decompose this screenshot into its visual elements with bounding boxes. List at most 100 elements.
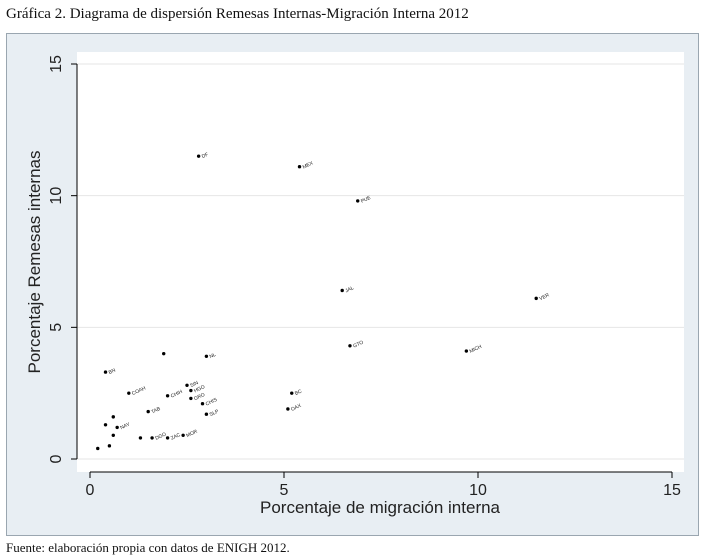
data-point: BC bbox=[290, 388, 303, 397]
point-marker bbox=[204, 354, 209, 358]
point-marker bbox=[297, 165, 302, 169]
x-tick-label: 0 bbox=[86, 482, 95, 499]
y-tick-label: 10 bbox=[48, 187, 65, 205]
data-point: DF bbox=[196, 152, 210, 160]
point-marker bbox=[204, 412, 209, 416]
data-point bbox=[107, 444, 112, 448]
point-marker bbox=[286, 407, 290, 411]
point-marker bbox=[534, 296, 538, 301]
grid-lines bbox=[77, 63, 684, 460]
point-label: COAH bbox=[131, 385, 147, 397]
data-point: SIN bbox=[185, 380, 200, 389]
x-tick-label: 5 bbox=[280, 482, 289, 499]
point-label: SLP bbox=[209, 408, 221, 418]
point-label: GRO bbox=[193, 392, 206, 402]
point-marker bbox=[162, 351, 166, 356]
point-marker bbox=[348, 344, 352, 348]
point-marker bbox=[107, 444, 112, 448]
point-label: NAY bbox=[119, 421, 131, 431]
point-marker bbox=[150, 436, 154, 440]
data-point: DGO bbox=[150, 431, 167, 442]
point-marker bbox=[111, 433, 115, 437]
y-tick-label: 5 bbox=[48, 323, 65, 332]
y-tick-label: 15 bbox=[48, 55, 65, 73]
point-label: DF bbox=[201, 152, 210, 160]
data-point: MEX bbox=[297, 160, 315, 171]
point-marker bbox=[196, 154, 201, 158]
point-label: BC bbox=[294, 388, 303, 397]
data-point: COAH bbox=[127, 385, 147, 397]
point-label: CHIH bbox=[170, 389, 184, 400]
point-marker bbox=[189, 396, 193, 401]
point-marker bbox=[103, 423, 108, 427]
data-point: JAL bbox=[340, 285, 356, 294]
point-marker bbox=[185, 383, 189, 387]
point-marker bbox=[356, 199, 360, 203]
point-marker bbox=[200, 402, 205, 406]
point-marker bbox=[146, 409, 150, 414]
point-label: SIN bbox=[189, 380, 199, 389]
data-point: NAY bbox=[115, 421, 132, 431]
data-point: OAX bbox=[286, 403, 303, 413]
point-label: CHIS bbox=[205, 397, 219, 408]
point-label: GTO bbox=[352, 340, 364, 350]
data-point bbox=[111, 415, 115, 419]
data-point: MICH bbox=[464, 344, 483, 355]
plot-area bbox=[77, 52, 684, 472]
data-points: DF MEX PUE VER JAL GTO MICH NL BN COAH CHIH SINHGOG… bbox=[96, 152, 551, 451]
point-label: BN bbox=[108, 367, 117, 376]
point-marker bbox=[189, 388, 193, 393]
point-marker bbox=[165, 394, 170, 398]
point-marker bbox=[181, 433, 185, 437]
data-point: PUE bbox=[356, 195, 372, 205]
data-point: MOR bbox=[181, 429, 199, 440]
point-marker bbox=[165, 436, 170, 440]
point-label: MICH bbox=[469, 344, 483, 355]
point-marker bbox=[103, 370, 108, 374]
point-label: NL bbox=[209, 352, 218, 360]
point-marker bbox=[127, 391, 131, 395]
point-label: VER bbox=[539, 292, 551, 302]
data-point: ZAC bbox=[165, 432, 182, 442]
data-point: CHIS bbox=[200, 397, 219, 408]
point-marker bbox=[464, 349, 469, 353]
data-point bbox=[96, 446, 100, 451]
point-label: DGO bbox=[154, 431, 167, 441]
point-label: OAX bbox=[290, 403, 303, 413]
data-point bbox=[103, 423, 108, 427]
data-point: VER bbox=[534, 292, 551, 302]
point-label: MOR bbox=[185, 429, 198, 440]
data-point: HGO bbox=[189, 384, 206, 394]
point-label: MEX bbox=[302, 160, 315, 170]
x-tick-label: 15 bbox=[663, 482, 681, 499]
data-point: BN bbox=[103, 367, 117, 376]
tick-labels: 0 5 10 15 0 5 10 15 bbox=[48, 55, 681, 499]
axes bbox=[71, 63, 673, 478]
data-point bbox=[162, 351, 166, 356]
x-axis-title: Porcentaje de migración interna bbox=[260, 498, 501, 517]
data-point bbox=[111, 433, 115, 437]
point-label: PUE bbox=[360, 195, 372, 205]
data-point: NL bbox=[204, 352, 218, 360]
y-axis-title: Porcentaje Remesas internas bbox=[25, 150, 44, 373]
point-label: JAL bbox=[345, 285, 356, 294]
data-point bbox=[138, 436, 143, 440]
point-marker bbox=[138, 436, 143, 440]
point-marker bbox=[111, 415, 115, 419]
data-point: GRO bbox=[189, 392, 206, 402]
point-marker bbox=[115, 425, 119, 430]
point-marker bbox=[96, 446, 100, 451]
point-label: TAB bbox=[151, 406, 163, 416]
data-point: TAB bbox=[146, 406, 163, 416]
point-marker bbox=[340, 288, 344, 293]
point-label: ZAC bbox=[170, 432, 182, 442]
point-label: HGO bbox=[193, 384, 206, 394]
figure-caption: Gráfica 2. Diagrama de dispersión Remesa… bbox=[6, 6, 469, 22]
data-point: SLP bbox=[204, 408, 221, 418]
source-note: Fuente: elaboración propia con datos de … bbox=[6, 540, 290, 555]
data-point: GTO bbox=[348, 340, 365, 350]
x-tick-label: 10 bbox=[469, 482, 487, 499]
y-tick-label: 0 bbox=[48, 454, 65, 463]
point-marker bbox=[290, 391, 294, 395]
